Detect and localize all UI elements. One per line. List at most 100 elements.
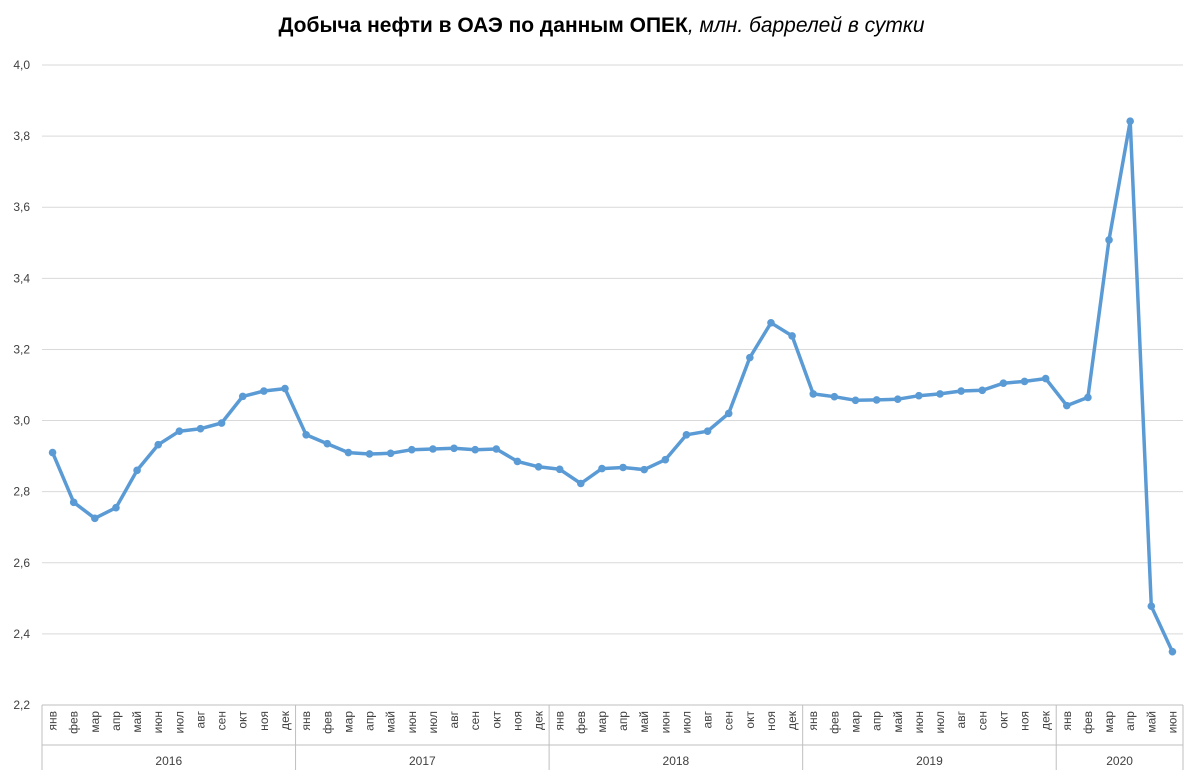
data-point: [492, 445, 501, 453]
x-tick-label: июн: [405, 711, 419, 733]
chart-title-units: , млн. баррелей в сутки: [687, 14, 925, 37]
x-tick-label: сен: [468, 711, 482, 730]
x-tick-label: май: [384, 711, 398, 733]
x-tick-label: янв: [299, 711, 313, 731]
x-tick-label: июн: [658, 711, 672, 733]
x-tick-label: июл: [172, 711, 186, 733]
x-tick-label: мар: [1102, 711, 1116, 733]
x-tick-label: июл: [679, 711, 693, 733]
data-point: [471, 445, 479, 454]
x-tick-label: июн: [912, 711, 926, 733]
year-label: 2018: [663, 754, 690, 768]
x-tick-label: ноя: [1018, 711, 1032, 731]
year-label: 2020: [1106, 754, 1133, 768]
x-tick-label: апр: [616, 711, 630, 731]
x-tick-label: май: [1144, 711, 1158, 733]
y-tick-label: 2,2: [13, 698, 30, 712]
data-point: [1084, 393, 1092, 402]
data-point: [133, 466, 141, 475]
data-point: [830, 392, 839, 401]
y-tick-label: 2,4: [13, 627, 30, 641]
data-point: [746, 353, 754, 362]
x-tick-label: фев: [827, 711, 841, 734]
x-tick-label: сен: [722, 711, 736, 730]
data-point: [1105, 236, 1113, 244]
x-tick-label: авг: [447, 710, 461, 728]
data-point: [323, 439, 332, 448]
x-tick-label: авг: [701, 710, 715, 728]
data-point: [724, 409, 733, 418]
data-point: [682, 430, 691, 439]
x-tick-label: май: [130, 711, 144, 733]
x-tick-label: дек: [278, 710, 292, 730]
x-tick-label: сен: [215, 711, 229, 730]
data-point: [1062, 401, 1071, 410]
x-tick-label: окт: [743, 711, 757, 729]
x-tick-label: апр: [363, 711, 377, 731]
x-tick-label: окт: [996, 711, 1010, 729]
x-tick-label: ноя: [257, 711, 271, 731]
grid-lines: [42, 64, 1183, 635]
data-point: [661, 455, 670, 464]
data-point: [598, 464, 606, 473]
data-point: [1041, 374, 1050, 383]
x-tick-label: янв: [46, 711, 60, 731]
x-tick-label: апр: [870, 711, 884, 731]
x-tick-label: фев: [574, 711, 588, 734]
data-point: [893, 395, 902, 404]
data-point: [577, 479, 585, 488]
x-tick-label: авг: [193, 710, 207, 728]
data-point: [281, 384, 289, 393]
data-point: [1126, 117, 1134, 125]
x-tick-label: мар: [88, 711, 102, 733]
x-tick-label: окт: [236, 711, 250, 729]
y-tick-label: 2,6: [13, 556, 30, 570]
y-tick-label: 3,4: [13, 271, 30, 285]
x-tick-label: ноя: [510, 711, 524, 731]
data-point: [809, 390, 818, 398]
x-tick-label: июл: [426, 711, 440, 733]
data-point: [429, 445, 437, 453]
chart-title: Добыча нефти в ОАЭ по данным ОПЕК, млн. …: [0, 14, 1203, 38]
data-point: [407, 445, 416, 454]
x-tick-label: дек: [1039, 710, 1053, 730]
data-point: [450, 444, 458, 453]
x-tick-label: янв: [1060, 711, 1074, 731]
data-point: [872, 396, 881, 404]
data-point: [534, 462, 543, 471]
data-point: [619, 463, 627, 472]
x-tick-label: апр: [109, 711, 123, 731]
data-point: [344, 448, 353, 457]
y-tick-label: 4,0: [13, 58, 30, 72]
data-point: [154, 440, 163, 449]
data-point: [217, 419, 226, 427]
data-point: [175, 427, 184, 436]
data-point: [48, 448, 57, 457]
x-tick-label: авг: [954, 710, 968, 728]
x-axis: янв фев мар апр май июн июл авг сен окт ноя дек2016…: [41, 704, 1184, 770]
data-point: [513, 457, 522, 466]
data-point: [1147, 602, 1156, 610]
x-tick-label: мар: [595, 711, 609, 733]
x-tick-label: июл: [933, 711, 947, 733]
data-point: [915, 391, 923, 400]
data-point: [851, 396, 860, 405]
x-tick-label: дек: [532, 710, 546, 730]
data-point: [1020, 377, 1029, 386]
data-point: [91, 514, 99, 523]
y-axis: 2,2 2,4 2,6 2,8 3,0 3,2 3,4 3,6 3,8 4,0: [13, 58, 30, 712]
series-production: [48, 117, 1177, 656]
x-tick-label: мар: [848, 711, 862, 733]
year-label: 2019: [916, 754, 943, 768]
data-point: [69, 498, 78, 507]
data-point: [555, 465, 564, 474]
x-tick-label: фев: [320, 711, 334, 734]
x-tick-label: дек: [785, 710, 799, 730]
x-tick-label: май: [891, 711, 905, 733]
x-tick-label: янв: [553, 711, 567, 731]
x-tick-label: мар: [341, 711, 355, 733]
x-tick-label: июн: [1165, 711, 1179, 733]
data-point: [1168, 647, 1177, 656]
y-tick-label: 3,6: [13, 200, 30, 214]
